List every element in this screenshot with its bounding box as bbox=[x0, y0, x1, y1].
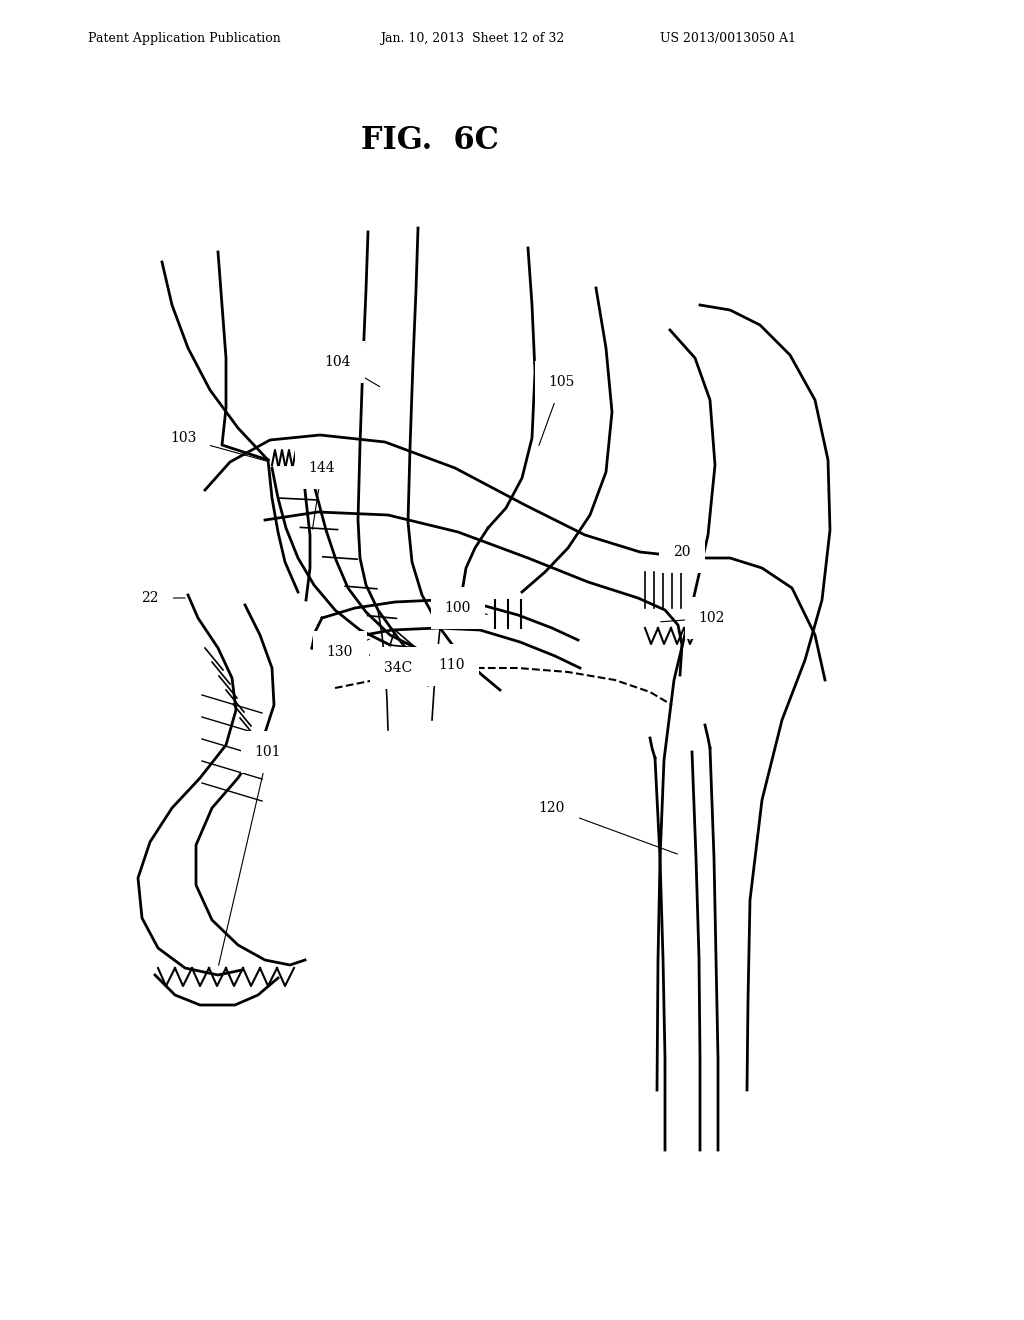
Text: 22: 22 bbox=[141, 591, 159, 605]
Text: 34C: 34C bbox=[384, 661, 412, 675]
Text: 20: 20 bbox=[673, 545, 691, 558]
Text: US 2013/0013050 A1: US 2013/0013050 A1 bbox=[660, 32, 796, 45]
Text: Jan. 10, 2013  Sheet 12 of 32: Jan. 10, 2013 Sheet 12 of 32 bbox=[380, 32, 564, 45]
Text: 102: 102 bbox=[698, 611, 725, 624]
Text: 100: 100 bbox=[444, 601, 471, 615]
Text: 104: 104 bbox=[325, 355, 351, 370]
Text: 110: 110 bbox=[438, 657, 465, 672]
Text: FIG.  6C: FIG. 6C bbox=[361, 125, 499, 156]
Text: 101: 101 bbox=[255, 744, 282, 759]
Text: 130: 130 bbox=[327, 645, 353, 659]
Text: 144: 144 bbox=[308, 461, 335, 475]
Text: 120: 120 bbox=[539, 801, 565, 814]
Text: 103: 103 bbox=[170, 432, 197, 445]
Text: 105: 105 bbox=[549, 375, 575, 389]
Text: Patent Application Publication: Patent Application Publication bbox=[88, 32, 281, 45]
